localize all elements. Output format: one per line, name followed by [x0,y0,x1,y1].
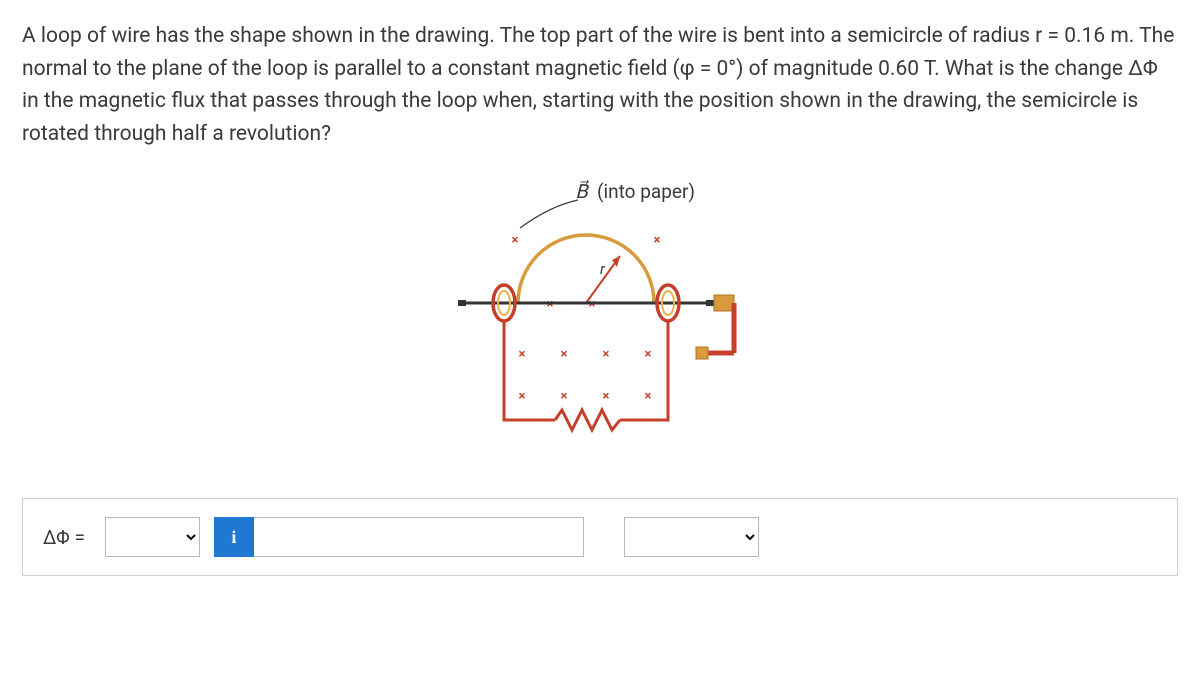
question-text: A loop of wire has the shape shown in th… [22,20,1178,150]
svg-text:×: × [512,233,519,248]
svg-text:×: × [645,389,652,404]
sign-select[interactable] [105,517,200,557]
svg-text:×: × [645,347,652,362]
circuit-diagram: B⃗ (into paper) × × ×× ×××× ×××× r [400,178,800,458]
answer-label: ΔΦ = [43,526,85,549]
value-input-group: i [214,517,584,557]
value-input[interactable] [254,517,584,557]
info-icon: i [231,527,236,548]
semicircle-wire [518,235,654,303]
circuit-left [504,321,555,420]
svg-text:×: × [561,389,568,404]
svg-text:×: × [603,389,610,404]
b-field-label: B⃗ [575,180,590,203]
info-button[interactable]: i [214,517,254,557]
svg-text:×: × [561,347,568,362]
axis-end-right [706,300,714,306]
answer-row: ΔΦ = i [22,498,1178,576]
svg-text:×: × [519,389,526,404]
b-label-pointer [520,200,578,228]
crank-handle [696,295,734,359]
svg-text:×: × [654,233,661,248]
axis-end-left [458,300,466,306]
svg-text:×: × [519,347,526,362]
unit-select[interactable] [624,517,759,557]
circuit-right [620,321,668,420]
b-field-text: (into paper) [597,180,695,203]
resistor [555,410,620,430]
figure-container: B⃗ (into paper) × × ×× ×××× ×××× r [22,178,1178,458]
svg-text:×: × [603,347,610,362]
